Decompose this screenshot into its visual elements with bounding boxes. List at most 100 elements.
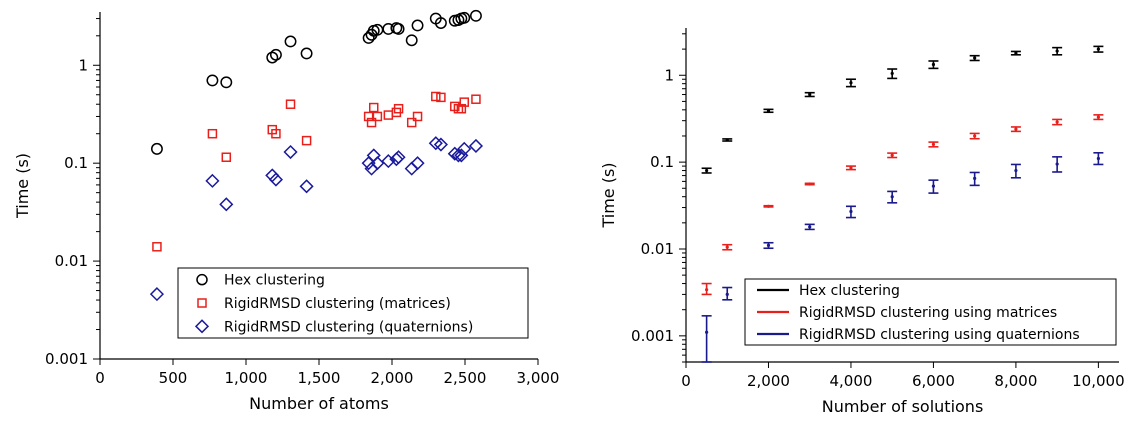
x-tick-label: 500: [159, 369, 188, 387]
data-point-square: [456, 103, 467, 114]
x-tick-label: 6,000: [912, 372, 955, 390]
y-tick-label: 0.01: [641, 240, 674, 258]
data-point: [705, 330, 709, 334]
data-point-diamond: [381, 154, 396, 169]
data-point: [725, 245, 729, 249]
legend-entry-label: Hex clustering: [799, 283, 900, 299]
data-point: [705, 168, 709, 173]
data-point: [1014, 168, 1018, 173]
y-tick-label: 0.1: [64, 154, 88, 172]
legend-entry-label: RigidRMSD clustering (quaternions): [224, 319, 473, 335]
data-point-square: [372, 111, 383, 122]
data-point-square: [383, 110, 394, 120]
data-point: [705, 288, 709, 292]
data-point-diamond: [433, 137, 448, 152]
data-point-square: [152, 242, 162, 252]
data-point-diamond: [366, 148, 381, 163]
x-tick-label: 0: [95, 369, 105, 387]
data-point-square: [459, 97, 470, 107]
data-point-diamond: [299, 179, 314, 194]
data-point: [931, 142, 936, 146]
data-point-square: [366, 117, 377, 128]
data-point-square: [406, 117, 417, 128]
x-tick-label: 3,000: [517, 369, 560, 387]
data-point: [849, 166, 853, 170]
legend-swatch-circle: [196, 273, 208, 286]
data-point-diamond: [428, 136, 443, 151]
x-tick-label: 10,000: [1072, 372, 1125, 390]
data-point-circle: [362, 32, 375, 44]
data-point-diamond: [404, 161, 419, 176]
legend-entry-label: RigidRMSD clustering using matrices: [799, 305, 1057, 321]
legend-swatch-square: [197, 298, 207, 308]
data-point: [1096, 47, 1100, 51]
data-point-circle: [470, 9, 482, 22]
data-point-diamond: [391, 150, 406, 165]
data-point: [890, 71, 894, 76]
data-point: [808, 182, 812, 186]
data-point: [766, 109, 771, 113]
data-point-diamond: [149, 287, 165, 302]
data-point: [931, 62, 936, 67]
data-point: [890, 153, 894, 157]
data-point-square: [393, 103, 404, 114]
data-point-diamond: [410, 156, 425, 171]
data-point: [1055, 162, 1059, 166]
data-point-square: [207, 128, 218, 139]
legend-entry-label: Hex clustering: [224, 273, 325, 289]
data-point: [849, 81, 853, 85]
data-point-diamond: [370, 156, 385, 171]
x-tick-label: 1,000: [225, 369, 268, 387]
data-point: [973, 134, 977, 138]
data-point: [1055, 120, 1059, 124]
data-point-square: [412, 111, 423, 122]
data-point: [725, 292, 729, 297]
x-tick-label: 4,000: [829, 372, 872, 390]
data-point: [808, 92, 812, 97]
data-point-circle: [220, 76, 233, 89]
data-point-circle: [405, 34, 418, 47]
data-point: [849, 209, 853, 214]
data-point-square: [431, 91, 441, 102]
y-axis-title: Time (s): [599, 162, 618, 228]
data-point: [766, 204, 771, 208]
data-point: [1096, 156, 1100, 161]
x-tick-label: 1,500: [298, 369, 341, 387]
data-point: [766, 243, 771, 247]
x-tick-label: 0: [681, 372, 691, 390]
data-point-circle: [266, 51, 279, 64]
y-tick-label: 0.001: [631, 327, 674, 345]
data-point-diamond: [268, 172, 283, 187]
data-point: [931, 184, 936, 188]
x-tick-label: 2,000: [371, 369, 414, 387]
data-point-circle: [458, 11, 471, 24]
data-point-square: [436, 92, 446, 103]
x-tick-label: 2,000: [747, 372, 790, 390]
y-tick-label: 1: [78, 56, 88, 74]
data-point-circle: [284, 35, 297, 48]
data-point-circle: [411, 19, 424, 32]
data-point-square: [221, 152, 232, 162]
y-axis-title: Time (s): [13, 153, 32, 219]
data-point-square: [301, 135, 312, 146]
data-point: [1096, 115, 1100, 119]
legend-entry-label: RigidRMSD clustering (matrices): [224, 296, 451, 312]
legend-entry-label: RigidRMSD clustering using quaternions: [799, 327, 1080, 343]
data-point-circle: [150, 142, 163, 155]
data-point-diamond: [219, 197, 234, 212]
x-tick-label: 2,500: [444, 369, 487, 387]
data-point-diamond: [457, 141, 472, 156]
data-point: [1014, 51, 1018, 55]
data-point-circle: [434, 17, 447, 29]
y-tick-label: 0.01: [55, 252, 88, 270]
x-axis-title: Number of atoms: [249, 394, 389, 413]
data-point-diamond: [205, 173, 220, 188]
data-point-square: [285, 99, 296, 109]
left-chart-atoms: 0 500 1,000 1,500 2,000 2,500 3,000 0.001 0.01 0.…: [13, 9, 560, 413]
x-axis-title: Number of solutions: [822, 397, 984, 416]
data-point-circle: [206, 74, 219, 87]
right-chart-solutions: 0 2,000 4,000 6,000 8,000 10,000 0.001 0.01 0.1 1…: [599, 28, 1125, 416]
data-point-circle: [300, 47, 313, 60]
data-point: [1014, 127, 1018, 131]
